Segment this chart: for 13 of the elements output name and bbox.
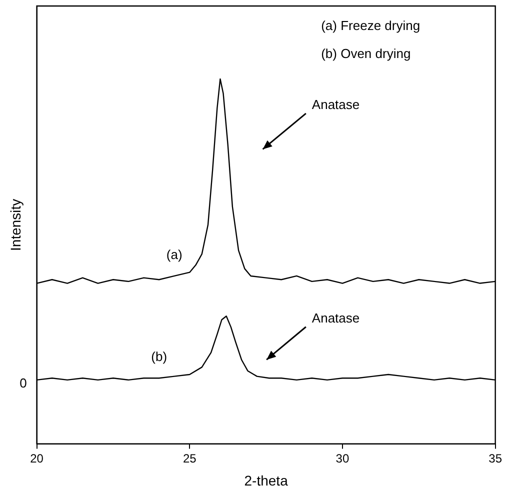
series-label: (a) [166, 247, 182, 262]
annotation: Anatase [312, 310, 360, 326]
series-label: (b) [151, 349, 168, 364]
text: (b) Oven drying [321, 46, 411, 62]
y-axis-title: Intensity [7, 198, 24, 251]
x-axis-title: 2-theta [244, 472, 288, 488]
text: (a) Freeze drying [321, 18, 420, 34]
x-tick-label: 20 [30, 451, 44, 466]
x-tick-label: 30 [336, 451, 350, 466]
x-tick-label: 25 [182, 451, 197, 466]
text: 0 [20, 376, 27, 391]
x-tick-label: 35 [488, 451, 502, 466]
annotation: Anatase [312, 97, 360, 112]
